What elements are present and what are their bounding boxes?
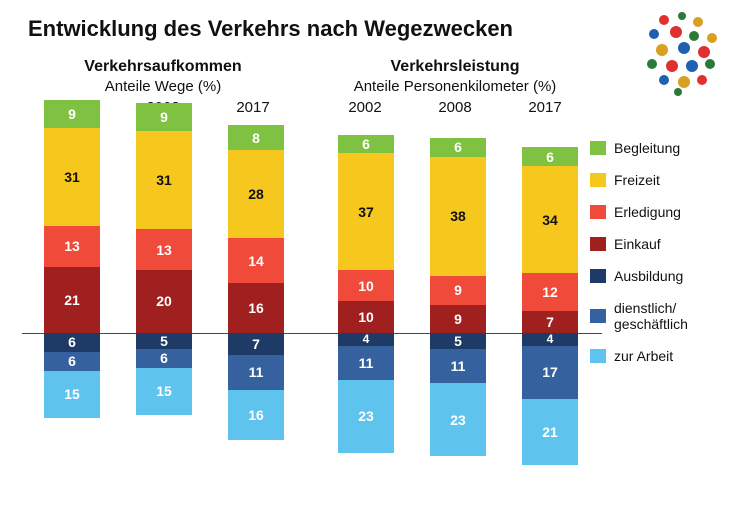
bar-segment-dienstlich: 11 [430,349,486,384]
bar-segment-ausbildung: 4 [522,333,578,346]
chart-title: Entwicklung des Verkehrs nach Wegezwecke… [28,16,513,42]
bar-segment-dienstlich: 11 [338,346,394,381]
legend-label: Erledigung [614,204,681,220]
stacked-bar: 93113216615 [44,100,100,418]
group-subtitle: Anteile Wege (%) [28,78,298,95]
bar-segment-einkauf: 16 [228,283,284,333]
bar-segment-arbeit: 16 [228,390,284,440]
legend-label: dienstlich/ geschäftlich [614,300,730,332]
legend-swatch [590,141,606,155]
legend-item-begleitung: Begleitung [590,140,730,156]
legend-item-arbeit: zur Arbeit [590,348,730,364]
bar-segment-arbeit: 15 [136,368,192,415]
legend-swatch [590,237,606,251]
separator-line [22,333,602,334]
bar-segment-einkauf: 20 [136,270,192,333]
bar-segment-einkauf: 10 [338,301,394,333]
legend-label: zur Arbeit [614,348,673,364]
bar-segment-arbeit: 23 [430,383,486,455]
bar-segment-erledigung: 10 [338,270,394,302]
legend-label: Freizeit [614,172,660,188]
year-labels-row: 2002 2008 2017 [320,99,590,116]
stacked-bar: 6389951123 [430,138,486,456]
bar-segment-erledigung: 13 [44,226,100,267]
germany-mobility-icon [634,8,734,98]
bar-segment-ausbildung: 5 [430,333,486,349]
bar-segment-begleitung: 9 [136,103,192,131]
bar-segment-freizeit: 28 [228,150,284,238]
legend-item-erledigung: Erledigung [590,204,730,220]
bar-segment-freizeit: 37 [338,153,394,270]
bar-segment-dienstlich: 11 [228,355,284,390]
bar-segment-begleitung: 6 [338,135,394,154]
bar-segment-erledigung: 9 [430,276,486,304]
legend-swatch [590,205,606,219]
year-label: 2017 [236,99,269,116]
bar-segment-erledigung: 12 [522,273,578,311]
group-subtitle: Anteile Personenkilometer (%) [320,78,590,95]
legend-item-freizeit: Freizeit [590,172,730,188]
bar-segment-begleitung: 6 [522,147,578,166]
legend-label: Ausbildung [614,268,683,284]
bar-segment-erledigung: 13 [136,229,192,270]
year-label: 2008 [438,99,471,116]
bar-segment-begleitung: 8 [228,125,284,150]
bar-segment-ausbildung: 7 [228,333,284,355]
year-label: 2002 [348,99,381,116]
bar-segment-einkauf: 7 [522,311,578,333]
legend-item-dienstlich: dienstlich/ geschäftlich [590,300,730,332]
bar-segment-ausbildung: 4 [338,333,394,346]
bar-segment-ausbildung: 5 [136,333,192,349]
group-title: Verkehrsleistung [320,58,590,76]
stacked-bar: 63412741721 [522,147,578,465]
bar-segment-dienstlich: 6 [44,352,100,371]
stacked-bar: 828141671116 [228,125,284,440]
bar-segment-arbeit: 21 [522,399,578,465]
stacked-bar: 637101041123 [338,135,394,453]
legend-item-einkauf: Einkauf [590,236,730,252]
legend-label: Einkauf [614,236,661,252]
bar-segment-arbeit: 23 [338,380,394,452]
bar-segment-ausbildung: 6 [44,333,100,352]
legend-label: Begleitung [614,140,680,156]
legend-swatch [590,173,606,187]
bar-segment-begleitung: 6 [430,138,486,157]
year-label: 2017 [528,99,561,116]
bar-segment-erledigung: 14 [228,238,284,282]
legend-swatch [590,349,606,363]
bar-segment-freizeit: 38 [430,157,486,277]
legend-swatch [590,269,606,283]
bar-segment-einkauf: 21 [44,267,100,333]
bar-segment-freizeit: 34 [522,166,578,273]
bar-segment-freizeit: 31 [136,131,192,229]
stacked-bar: 93113205615 [136,103,192,415]
bar-segment-begleitung: 9 [44,100,100,128]
legend-item-ausbildung: Ausbildung [590,268,730,284]
chart-group-leistung: Verkehrsleistung Anteile Personenkilomet… [320,58,590,122]
bar-segment-dienstlich: 6 [136,349,192,368]
group-title: Verkehrsaufkommen [28,58,298,76]
bar-segment-freizeit: 31 [44,128,100,226]
bar-segment-arbeit: 15 [44,371,100,418]
bar-segment-einkauf: 9 [430,305,486,333]
legend: Begleitung Freizeit Erledigung Einkauf Ausbi… [590,140,730,380]
legend-swatch [590,309,606,323]
bar-segment-dienstlich: 17 [522,346,578,400]
